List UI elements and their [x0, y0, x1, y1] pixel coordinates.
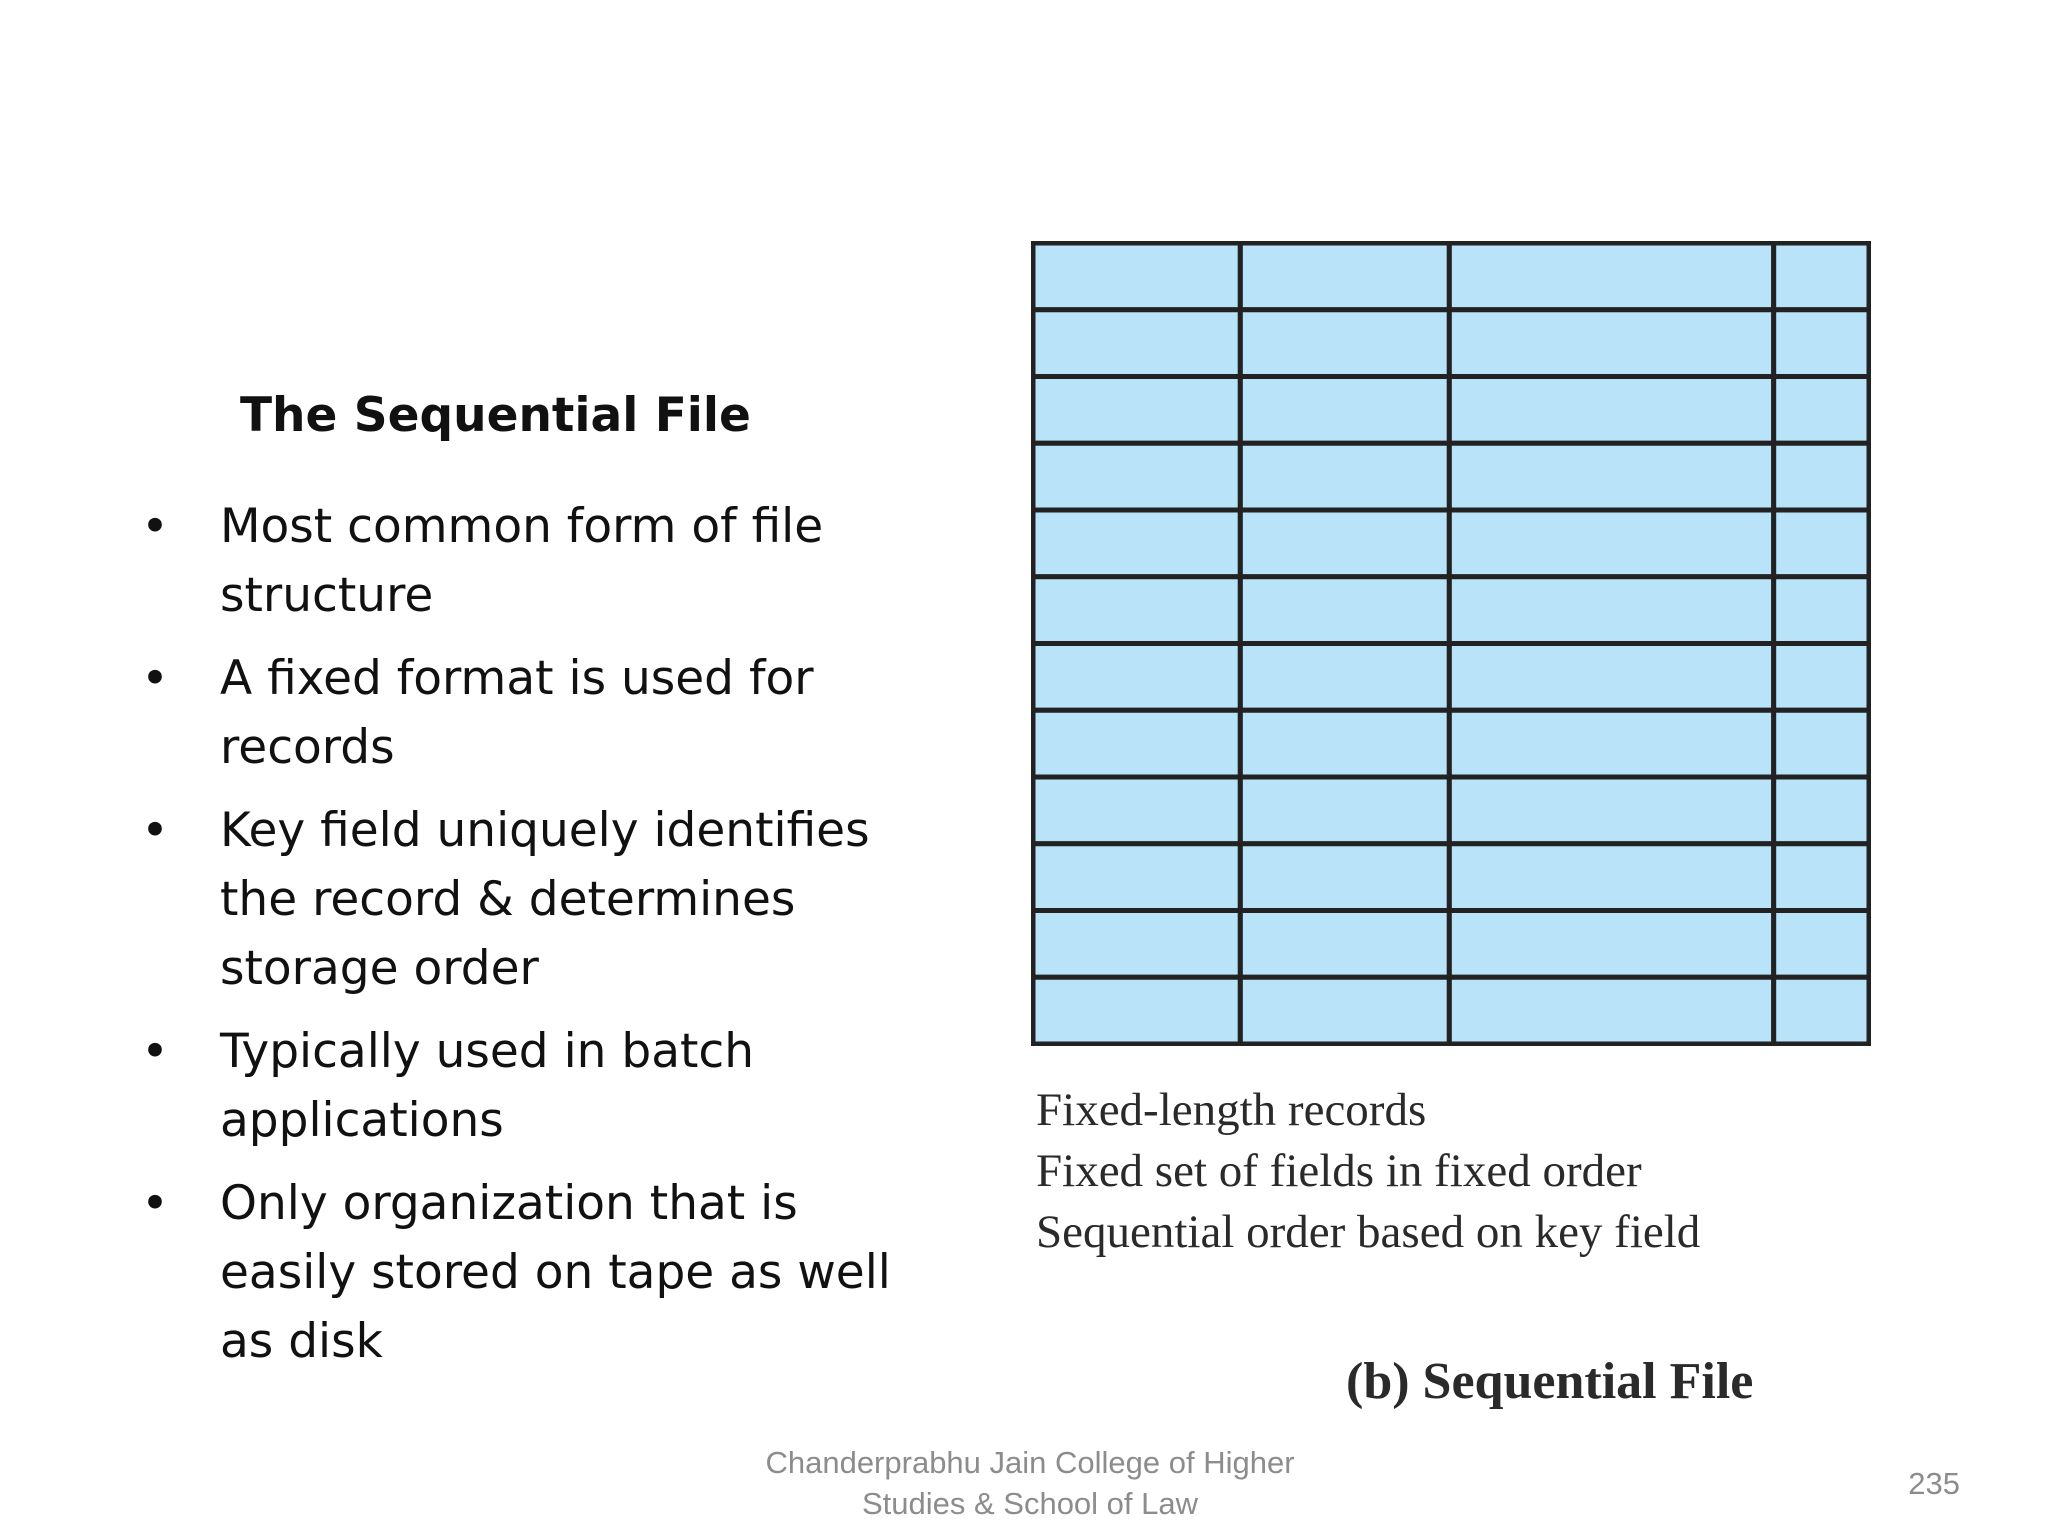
- figure-notes: Fixed-length records Fixed set of fields…: [1036, 1080, 1700, 1263]
- record-field-cell: [1446, 774, 1777, 847]
- record-grid: [1031, 241, 1871, 1046]
- record-field-cell: [1771, 241, 1871, 313]
- record-field-cell: [1771, 974, 1871, 1046]
- record-field-cell: [1237, 241, 1452, 313]
- record-field-cell: [1237, 440, 1452, 513]
- record-field-cell: [1237, 974, 1452, 1046]
- record-field-cell: [1446, 241, 1777, 313]
- record-field-cell: [1771, 841, 1871, 913]
- record-field-cell: [1446, 707, 1777, 780]
- record-field-cell: [1237, 641, 1452, 713]
- footer-school-name: Chanderprabhu Jain College of Higher Stu…: [700, 1442, 1360, 1524]
- record-field-cell: [1031, 974, 1243, 1046]
- record-field-cell: [1031, 241, 1243, 313]
- record-field-cell: [1237, 307, 1452, 379]
- footer-line: Chanderprabhu Jain College of Higher: [765, 1445, 1295, 1480]
- bullet-line: storage order: [220, 941, 539, 996]
- record-field-cell: [1446, 307, 1777, 379]
- figure-note: Fixed set of fields in fixed order: [1036, 1145, 1642, 1197]
- bullet-line: Key field uniquely identifies: [220, 803, 870, 858]
- record-field-cell: [1031, 641, 1243, 713]
- record-field-cell: [1446, 641, 1777, 713]
- slide-title: The Sequential File: [240, 388, 751, 443]
- record-field-cell: [1031, 507, 1243, 580]
- footer-line: Studies & School of Law: [861, 1486, 1199, 1521]
- bullet-marker: •: [141, 1024, 169, 1079]
- figure-caption: (b) Sequential File: [1346, 1353, 1754, 1410]
- record-field-cell: [1237, 507, 1452, 580]
- bullet-marker: •: [141, 1176, 169, 1231]
- bullet-item: • Only organization that is easily store…: [140, 1169, 920, 1376]
- bullet-line: Most common form of file: [220, 499, 824, 554]
- record-field-cell: [1031, 574, 1243, 646]
- record-field-cell: [1031, 440, 1243, 513]
- record-field-cell: [1237, 707, 1452, 780]
- record-field-cell: [1237, 374, 1452, 446]
- bullet-line: easily stored on tape as well: [220, 1245, 891, 1300]
- record-field-cell: [1771, 774, 1871, 847]
- bullet-item: • A fixed format is used for records: [140, 644, 920, 782]
- bullet-list: • Most common form of file structure • A…: [140, 492, 920, 1390]
- bullet-item: • Typically used in batch applications: [140, 1017, 920, 1155]
- record-field-cell: [1031, 908, 1243, 980]
- record-field-cell: [1771, 507, 1871, 580]
- record-field-cell: [1446, 440, 1777, 513]
- record-field-cell: [1446, 974, 1777, 1046]
- bullet-marker: •: [141, 651, 169, 706]
- page-number: 235: [1908, 1466, 1960, 1501]
- figure-note: Sequential order based on key field: [1036, 1206, 1701, 1258]
- bullet-line: as disk: [220, 1314, 383, 1369]
- bullet-item: • Key field uniquely identifies the reco…: [140, 796, 920, 1003]
- bullet-line: records: [220, 720, 395, 775]
- bullet-line: applications: [220, 1093, 504, 1148]
- bullet-line: Typically used in batch: [220, 1024, 755, 1079]
- record-field-cell: [1771, 707, 1871, 780]
- record-field-cell: [1031, 307, 1243, 379]
- record-field-cell: [1237, 774, 1452, 847]
- bullet-marker: •: [141, 499, 169, 554]
- record-field-cell: [1446, 374, 1777, 446]
- bullet-item: • Most common form of file structure: [140, 492, 920, 630]
- record-field-cell: [1031, 774, 1243, 847]
- record-field-cell: [1031, 374, 1243, 446]
- record-field-cell: [1446, 841, 1777, 913]
- record-field-cell: [1771, 574, 1871, 646]
- record-field-cell: [1771, 641, 1871, 713]
- record-field-cell: [1031, 841, 1243, 913]
- record-field-cell: [1446, 908, 1777, 980]
- record-field-cell: [1237, 574, 1452, 646]
- record-field-cell: [1771, 307, 1871, 379]
- record-field-cell: [1446, 507, 1777, 580]
- record-field-cell: [1771, 374, 1871, 446]
- record-field-cell: [1237, 841, 1452, 913]
- record-field-cell: [1237, 908, 1452, 980]
- record-field-cell: [1446, 574, 1777, 646]
- record-field-cell: [1771, 440, 1871, 513]
- sequential-file-diagram: [1031, 241, 1871, 1046]
- bullet-line: the record & determines: [220, 872, 796, 927]
- bullet-line: A fixed format is used for: [220, 651, 814, 706]
- bullet-marker: •: [141, 803, 169, 858]
- bullet-line: structure: [220, 568, 434, 623]
- record-field-cell: [1031, 707, 1243, 780]
- bullet-line: Only organization that is: [220, 1176, 798, 1231]
- record-field-cell: [1771, 908, 1871, 980]
- figure-note: Fixed-length records: [1036, 1084, 1427, 1136]
